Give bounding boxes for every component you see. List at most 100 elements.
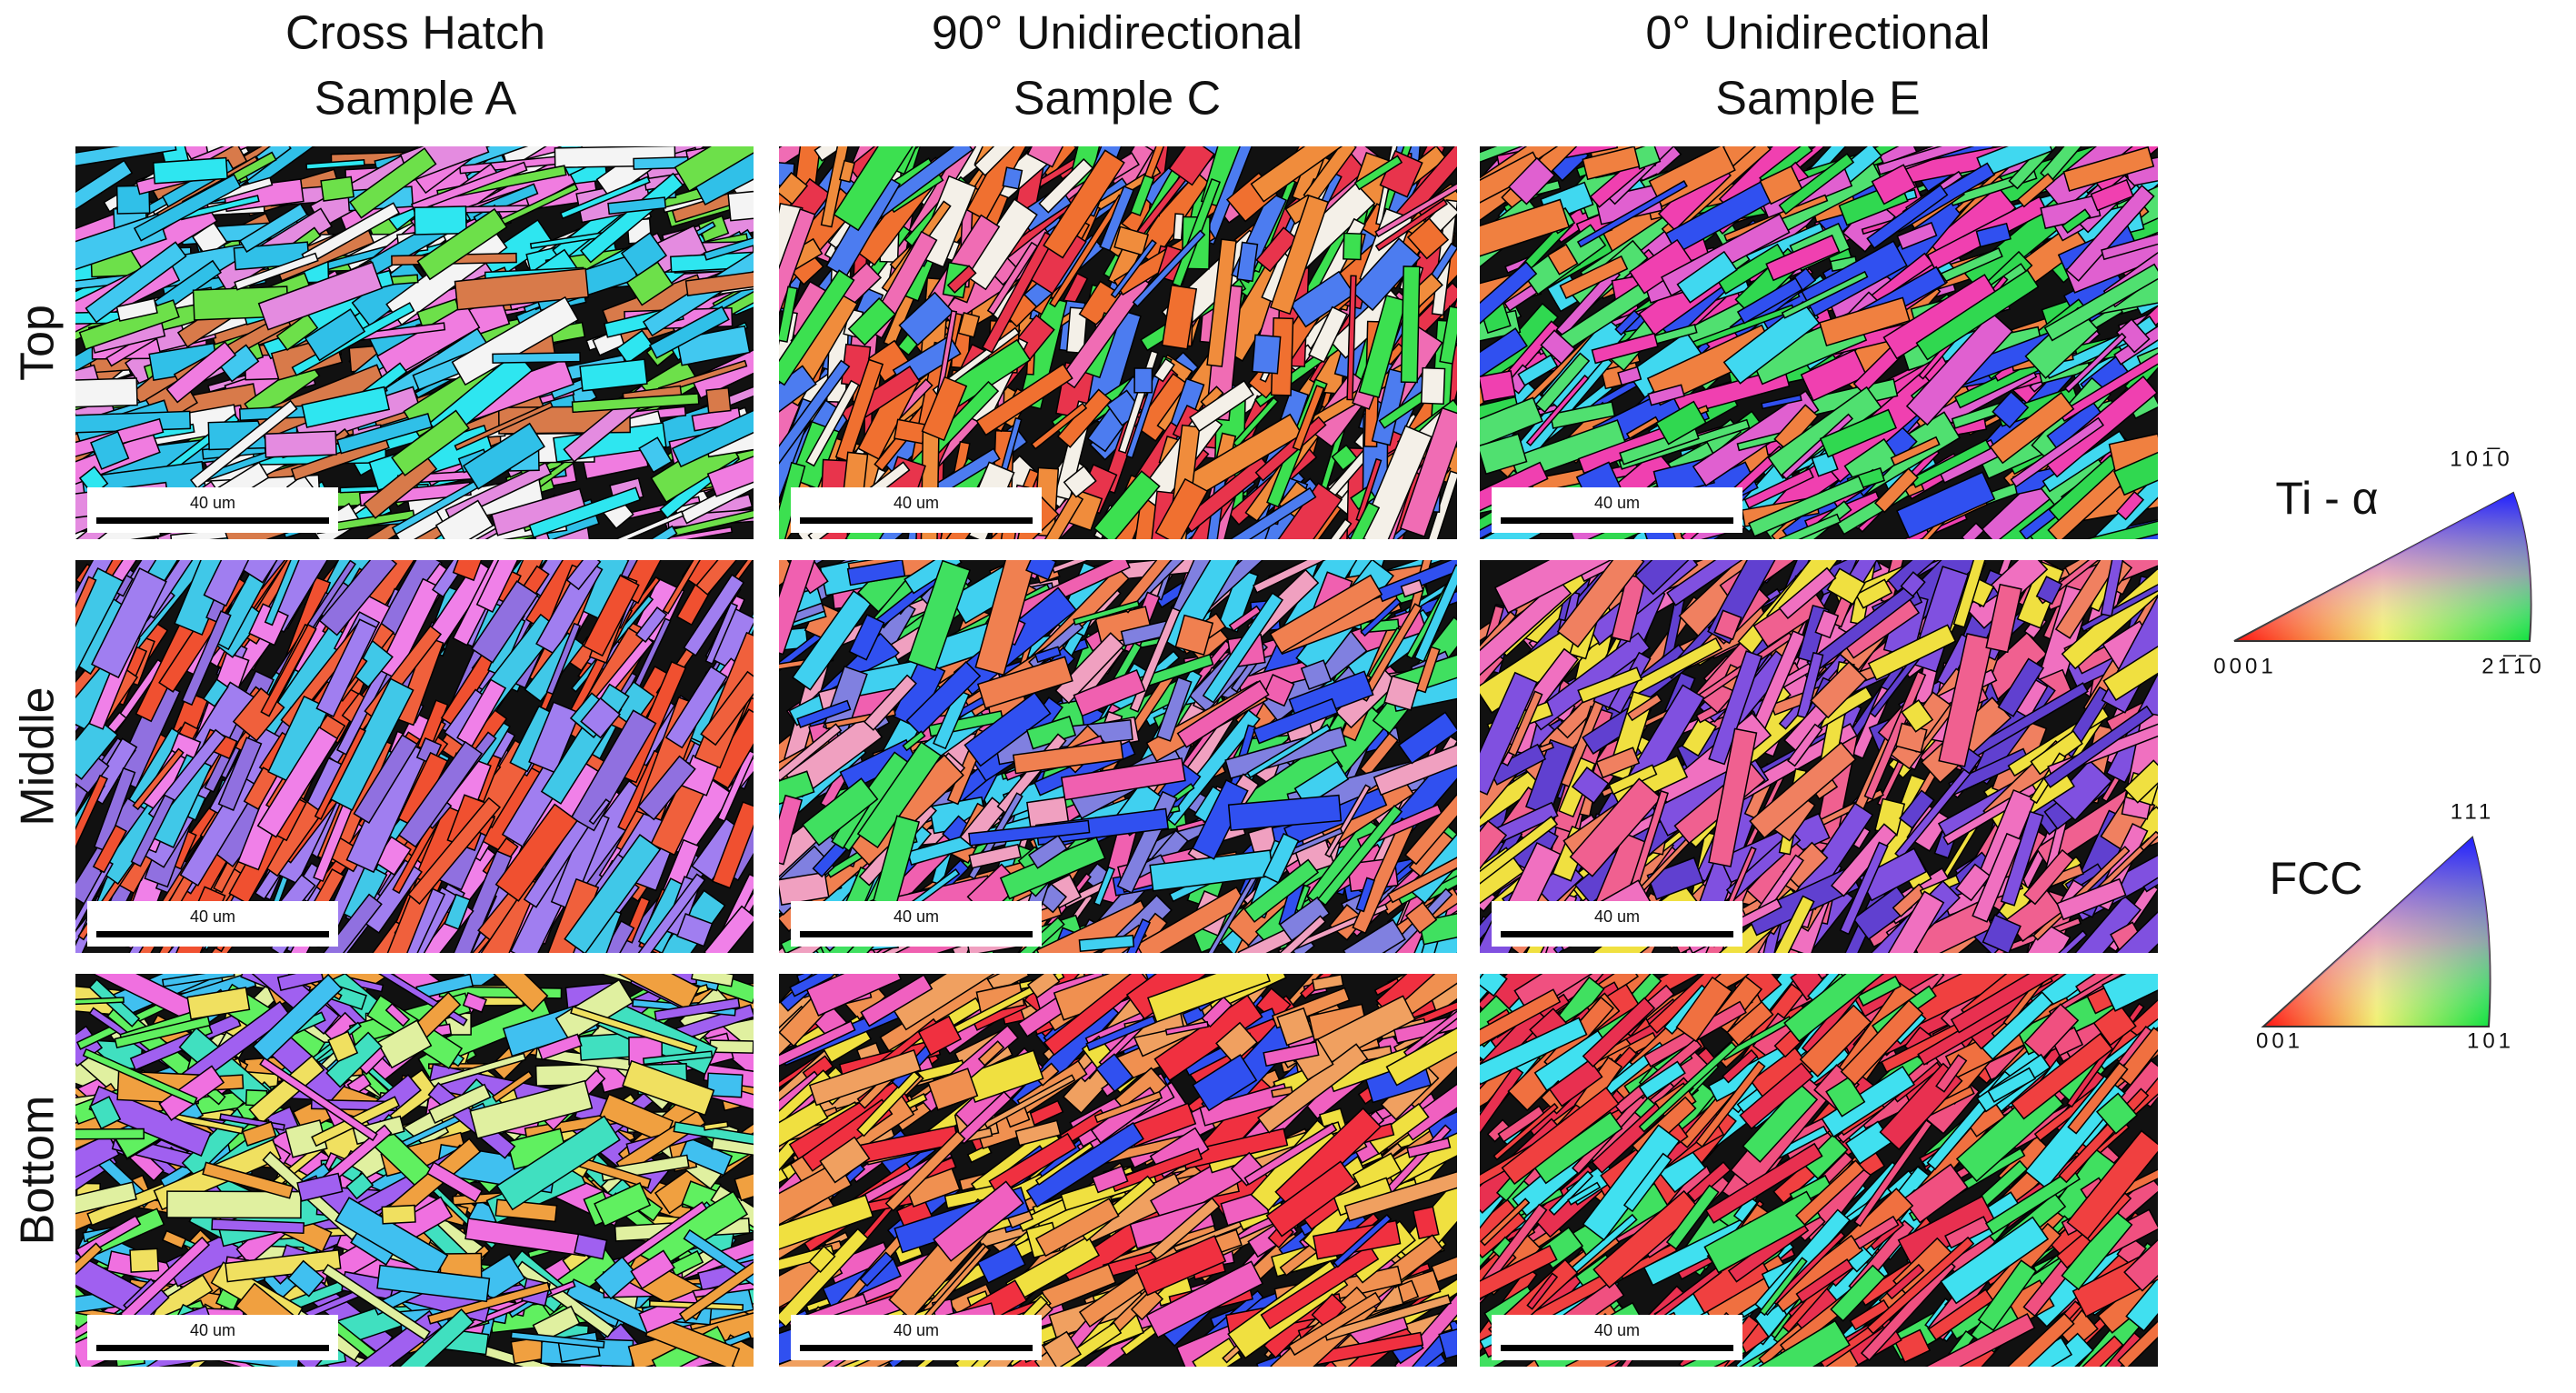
grain [1480,578,1573,685]
grain [462,422,545,490]
grain [89,1096,122,1130]
legend-title: Ti - α [2275,473,2378,524]
grain [716,749,754,823]
grain [1961,522,1985,539]
grain [1353,155,1403,191]
grain [320,175,354,202]
grain [239,560,283,584]
grain [1331,444,1359,471]
grain [161,974,235,987]
grain [414,205,467,236]
grain [532,1305,581,1344]
grain [1404,901,1438,935]
grain [1355,457,1383,523]
grain [1800,348,1868,402]
grain [706,1072,744,1098]
grain [1736,276,1803,325]
grain [75,774,108,902]
grain [1400,266,1421,384]
grain [93,767,136,852]
scale-bar-box [1492,487,1742,533]
grain [75,1181,137,1219]
grain [202,678,229,707]
grain [1168,146,1215,186]
grain [860,974,934,1027]
grain [434,499,494,539]
grain [1153,357,1175,383]
grain [2062,208,2092,234]
grain [1091,1165,1129,1194]
grain [1758,1319,1851,1367]
grain [2016,173,2055,208]
grain [1952,560,1991,628]
grain [559,175,651,220]
column-title: 0° Unidirectional [1645,7,1990,60]
grain [1626,693,1662,722]
grain [1778,513,1842,539]
scale-bar-box [1492,901,1742,947]
grain [2102,974,2158,1012]
grain [1480,1065,1524,1148]
grain [407,797,502,906]
grain [1778,566,1837,619]
grain [1938,633,1994,767]
grain [1229,486,1317,539]
grain [165,341,237,404]
grain [1902,1163,1969,1224]
grain [1387,838,1457,904]
grain [1368,1103,1430,1156]
grain [1480,198,1571,263]
grain [132,747,185,811]
grain [451,296,580,386]
grain [734,1171,754,1202]
legend-label: 001 [2256,1028,2303,1053]
grain [353,734,418,825]
grain [695,560,743,596]
grain [2072,1335,2124,1367]
grain [264,560,313,626]
grain [779,1020,856,1079]
grain [1887,560,1940,593]
grain [1251,334,1282,375]
grain [1873,467,1919,514]
grain [186,987,251,1020]
grain [454,267,590,311]
grain [545,622,582,696]
grain [1507,156,1556,205]
grain [588,798,611,826]
grain [1173,213,1184,241]
grain [510,1331,605,1349]
grain [1244,915,1327,953]
grain [2115,490,2145,521]
grain [2112,439,2158,496]
grain [964,691,1052,767]
row-label: Top [12,305,65,381]
legend-label: 101 [2467,1028,2514,1053]
grain [514,1260,615,1338]
grain [966,1144,993,1164]
grain [1647,384,1685,406]
grain [1796,651,1824,719]
scale-bar [1501,931,1733,937]
grain [859,1251,894,1288]
legend-label: 21̅1̅0 [2481,654,2544,678]
grain [679,1137,734,1177]
grain [275,313,319,351]
grain [2101,231,2158,261]
grain [1243,1122,1338,1186]
grain [1130,174,1155,216]
grain [779,171,809,205]
grain [203,560,255,607]
grain [1145,1260,1264,1338]
grain [1174,614,1214,656]
grain [336,412,433,455]
grain [638,436,673,474]
grain [475,560,537,614]
grain [454,401,554,451]
grain [410,161,528,213]
grain [1900,571,1926,597]
grain [1905,311,2013,426]
grain [1954,863,1992,902]
grain [2022,848,2074,906]
grain [570,1006,698,1054]
